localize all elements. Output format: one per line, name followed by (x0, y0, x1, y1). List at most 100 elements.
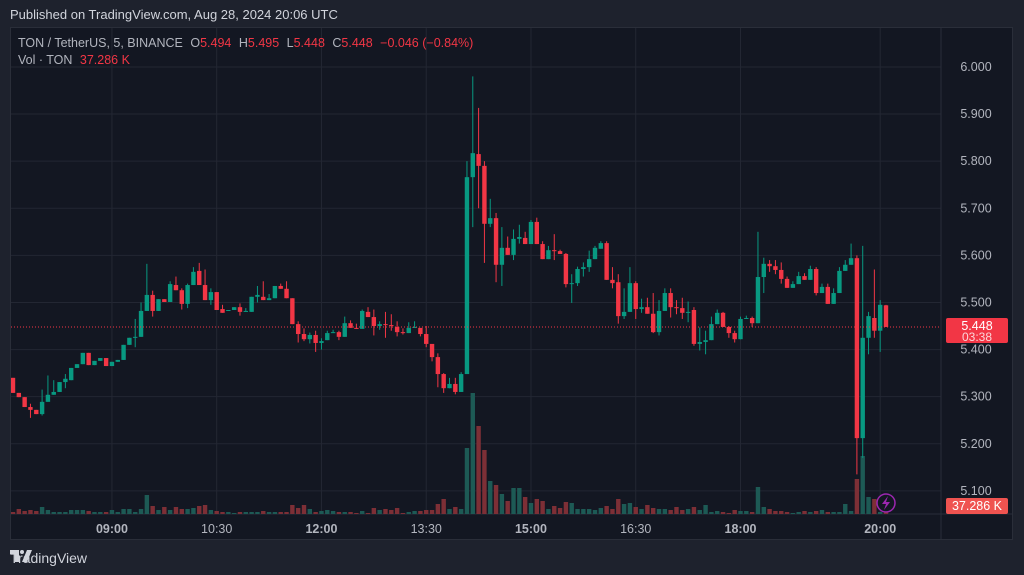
candle-body (610, 279, 615, 284)
candle (592, 245, 598, 260)
candle (685, 301, 691, 323)
candle (150, 290, 155, 317)
candle-body (715, 312, 720, 325)
candle (389, 314, 394, 331)
candle (697, 327, 702, 351)
candle (668, 288, 673, 318)
candle (237, 303, 243, 316)
candle-body (109, 361, 115, 367)
candle (522, 231, 528, 245)
candle-body (214, 292, 219, 310)
candle (92, 360, 97, 366)
symbol-label[interactable]: TON / TetherUS, 5, BINANCE (18, 36, 183, 50)
candle-body (616, 282, 621, 317)
volume-bar (633, 507, 638, 514)
candle-body (645, 307, 650, 314)
candle (581, 262, 586, 277)
candle-body (301, 334, 307, 340)
volume-bar (412, 511, 417, 514)
volume-bar (342, 512, 347, 514)
candle (586, 250, 592, 272)
candle-body (738, 318, 743, 340)
candle (767, 260, 772, 272)
volume-bar (703, 505, 708, 514)
volume-bar (63, 512, 68, 514)
volume-bar (394, 508, 400, 514)
volume-bar (301, 505, 307, 514)
candle (656, 300, 662, 336)
volume-bar (371, 508, 377, 514)
lightning-icon-bolt (882, 496, 890, 510)
candle-body (837, 270, 842, 294)
volume-bar (563, 502, 569, 514)
candle (546, 245, 551, 260)
volume-bar (674, 507, 679, 514)
candle (738, 316, 743, 340)
candle-body (621, 311, 627, 317)
volume-bar (127, 509, 132, 514)
candle-body (121, 344, 126, 360)
candle-body (290, 298, 295, 325)
candle (569, 274, 574, 303)
candle-body (103, 358, 109, 367)
candle-body (779, 269, 784, 279)
volume-bar (744, 511, 749, 514)
candle-body (74, 364, 80, 368)
x-tick-label: 20:00 (864, 522, 896, 536)
candle (307, 332, 313, 344)
candlestick-chart[interactable]: 6.000 5.900 5.800 5.700 5.600 5.500 5.400 5.300… (11, 28, 1013, 540)
volume-bar (86, 511, 91, 514)
volume-bar (220, 512, 225, 514)
candle (808, 265, 813, 280)
candle (424, 326, 429, 348)
lightning-icon[interactable] (876, 493, 896, 513)
volume-bar (429, 510, 435, 514)
volume-label[interactable]: Vol · TON (18, 53, 73, 67)
chart-pane[interactable]: 6.000 5.900 5.800 5.700 5.600 5.500 5.400 5.300… (10, 27, 1013, 540)
candle-body (813, 269, 819, 294)
candle-body (744, 318, 749, 320)
volume-bar (749, 512, 755, 514)
volume-bar (28, 510, 33, 514)
volume-bar (133, 512, 138, 514)
candle (261, 281, 266, 301)
candle (435, 353, 441, 388)
candle-body (691, 309, 697, 344)
volume-bar (360, 511, 365, 514)
chart-legend: TON / TetherUS, 5, BINANCE O5.494 H5.495… (18, 35, 477, 69)
candle-body (499, 247, 505, 265)
candle-body (202, 285, 208, 301)
volume-badge-value: 37.286 K (952, 499, 1003, 513)
volume-bar (330, 511, 336, 514)
candle-body (92, 360, 97, 366)
volume-bar (319, 511, 324, 514)
candle-body (633, 283, 638, 310)
candle (418, 327, 423, 337)
candle-body (325, 333, 330, 341)
candle (645, 297, 650, 314)
volume-bar (569, 503, 574, 514)
candle (80, 352, 86, 365)
volume-bar (738, 511, 743, 514)
candle-body (45, 394, 51, 402)
volume-bar (162, 507, 167, 514)
candle-body (179, 290, 184, 304)
candle-body (761, 263, 766, 278)
candle-body (563, 253, 569, 285)
candle (627, 267, 633, 312)
candle (802, 273, 807, 280)
candle (680, 297, 685, 319)
volume-badge (946, 498, 1008, 514)
candle-body (453, 383, 458, 392)
candle-body (342, 323, 347, 337)
candle (103, 358, 109, 367)
volume-bar (272, 512, 278, 514)
candle (720, 311, 726, 327)
candle (231, 307, 237, 310)
candle-body (86, 352, 91, 366)
volume-bar (505, 501, 510, 514)
volume-bar (354, 513, 359, 514)
candle-body (447, 383, 452, 389)
candle (493, 212, 499, 283)
volume-bar (34, 511, 39, 514)
